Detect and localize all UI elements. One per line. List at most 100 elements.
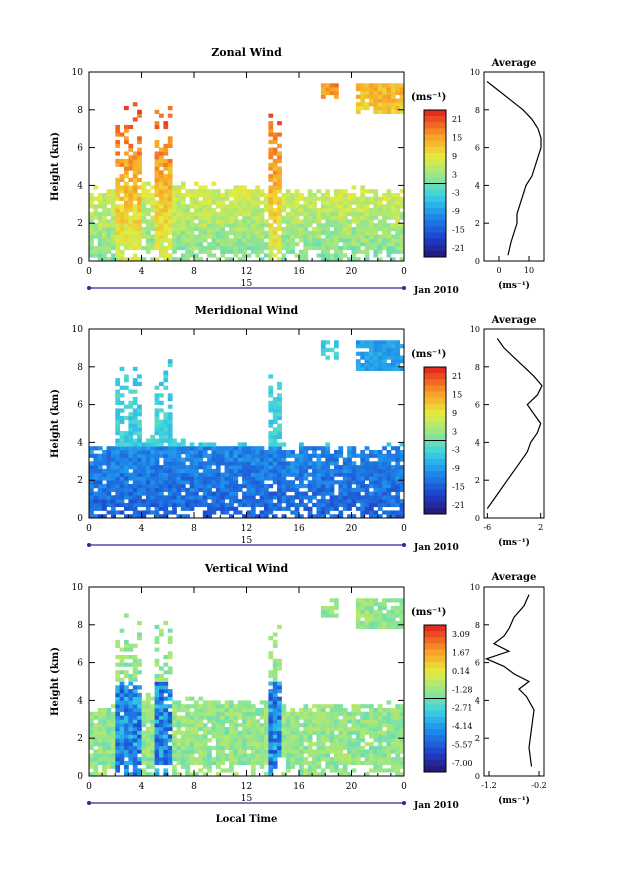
heatmap-cell: [399, 605, 404, 611]
heatmap-cell: [194, 472, 199, 477]
heatmap-cell: [325, 745, 331, 750]
heatmap-cell: [119, 450, 125, 455]
heatmap-cell: [307, 461, 313, 466]
heatmap-cell: [250, 461, 256, 466]
heatmap-cell: [194, 480, 199, 485]
heatmap-cell: [294, 502, 300, 508]
heatmap-cell: [194, 760, 199, 766]
average-title: Average: [491, 572, 537, 583]
heatmap-cell: [395, 715, 401, 720]
heatmap-cell: [119, 465, 125, 470]
heatmap-cell: [163, 177, 169, 182]
heatmap-cell: [390, 83, 396, 88]
heatmap-cell: [137, 419, 142, 424]
heatmap-cell: [373, 613, 379, 618]
colorbar-tick-label: -5.57: [452, 740, 473, 749]
heatmap-cell: [281, 514, 287, 518]
heatmap-cell: [303, 238, 309, 243]
heatmap-cell: [110, 234, 116, 239]
heatmap-cell: [159, 760, 164, 766]
colorbar-segment: [424, 625, 446, 632]
heatmap-cell: [167, 185, 173, 190]
heatmap-cell: [342, 230, 348, 235]
colorbar-segment: [424, 134, 446, 142]
heatmap-cell: [342, 476, 348, 481]
heatmap-cell: [229, 461, 234, 466]
heatmap-cell: [132, 658, 138, 663]
heatmap-cell: [115, 408, 121, 413]
heatmap-cell: [180, 760, 186, 766]
heatmap-cell: [132, 381, 138, 387]
heatmap-cell: [145, 753, 151, 758]
heatmap-cell: [128, 450, 134, 455]
heatmap-cell: [141, 446, 147, 451]
heatmap-cell: [97, 253, 103, 258]
heatmap-cell: [272, 472, 278, 477]
heatmap-cell: [351, 446, 357, 451]
heatmap-cell: [189, 211, 195, 217]
heatmap-cell: [119, 670, 125, 675]
heatmap-cell: [390, 366, 396, 371]
x-tick-label: 0: [86, 782, 92, 792]
heatmap-cell: [102, 242, 107, 247]
heatmap-cell: [259, 461, 265, 466]
heatmap-cell: [215, 708, 221, 713]
heatmap-cell: [355, 499, 361, 504]
heatmap-cell: [377, 738, 383, 743]
heatmap-cell: [172, 257, 177, 261]
heatmap-cell: [312, 468, 317, 474]
heatmap-cell: [386, 726, 392, 732]
heatmap-cell: [89, 234, 94, 239]
heatmap-cell: [89, 461, 94, 466]
heatmap-cell: [132, 245, 138, 251]
heatmap-cell: [377, 617, 383, 622]
heatmap-cell: [246, 719, 252, 724]
heatmap-cell: [268, 140, 274, 145]
heatmap-cell: [268, 738, 274, 743]
average-x-tick-label: 10: [524, 266, 534, 275]
heatmap-cell: [224, 506, 230, 511]
heatmap-cell: [167, 510, 173, 515]
heatmap-cell: [180, 495, 186, 500]
heatmap-cell: [106, 208, 112, 213]
heatmap-cell: [369, 344, 374, 349]
heatmap-cell: [132, 162, 138, 167]
x-tick-label: 4: [139, 524, 145, 534]
heatmap-cell: [202, 230, 208, 235]
heatmap-cell: [115, 730, 121, 735]
heatmap-cell: [97, 219, 103, 224]
heatmap-cell: [194, 181, 199, 186]
heatmap-cell: [351, 215, 357, 220]
heatmap-cell: [229, 723, 234, 728]
heatmap-cell: [150, 446, 156, 451]
heatmap-cell: [294, 730, 300, 735]
heatmap-cell: [395, 351, 401, 356]
heatmap-cell: [189, 734, 195, 739]
heatmap-cell: [242, 472, 247, 477]
heatmap-cell: [268, 208, 274, 213]
heatmap-cell: [154, 400, 160, 405]
heatmap-cell: [281, 208, 287, 213]
heatmap-cell: [246, 708, 252, 713]
heatmap-cell: [355, 257, 361, 261]
heatmap-cell: [373, 723, 379, 728]
heatmap-cell: [163, 689, 169, 694]
heatmap-cell: [128, 514, 134, 518]
heatmap-cell: [102, 711, 107, 716]
heatmap-cell: [281, 227, 287, 232]
heatmap-cell: [299, 446, 304, 451]
heatmap-cell: [246, 245, 252, 251]
heatmap-cell: [364, 363, 370, 368]
heatmap-cell: [329, 347, 335, 353]
heatmap-cell: [325, 200, 331, 205]
heatmap-cell: [106, 476, 112, 481]
heatmap-cell: [329, 738, 335, 743]
heatmap-cell: [382, 83, 387, 88]
heatmap-cell: [97, 453, 103, 458]
heatmap-cell: [285, 738, 291, 743]
heatmap-cell: [211, 484, 217, 489]
heatmap-cell: [259, 230, 265, 235]
heatmap-cell: [145, 742, 151, 747]
heatmap-cell: [211, 461, 217, 466]
heatmap-cell: [106, 715, 112, 720]
